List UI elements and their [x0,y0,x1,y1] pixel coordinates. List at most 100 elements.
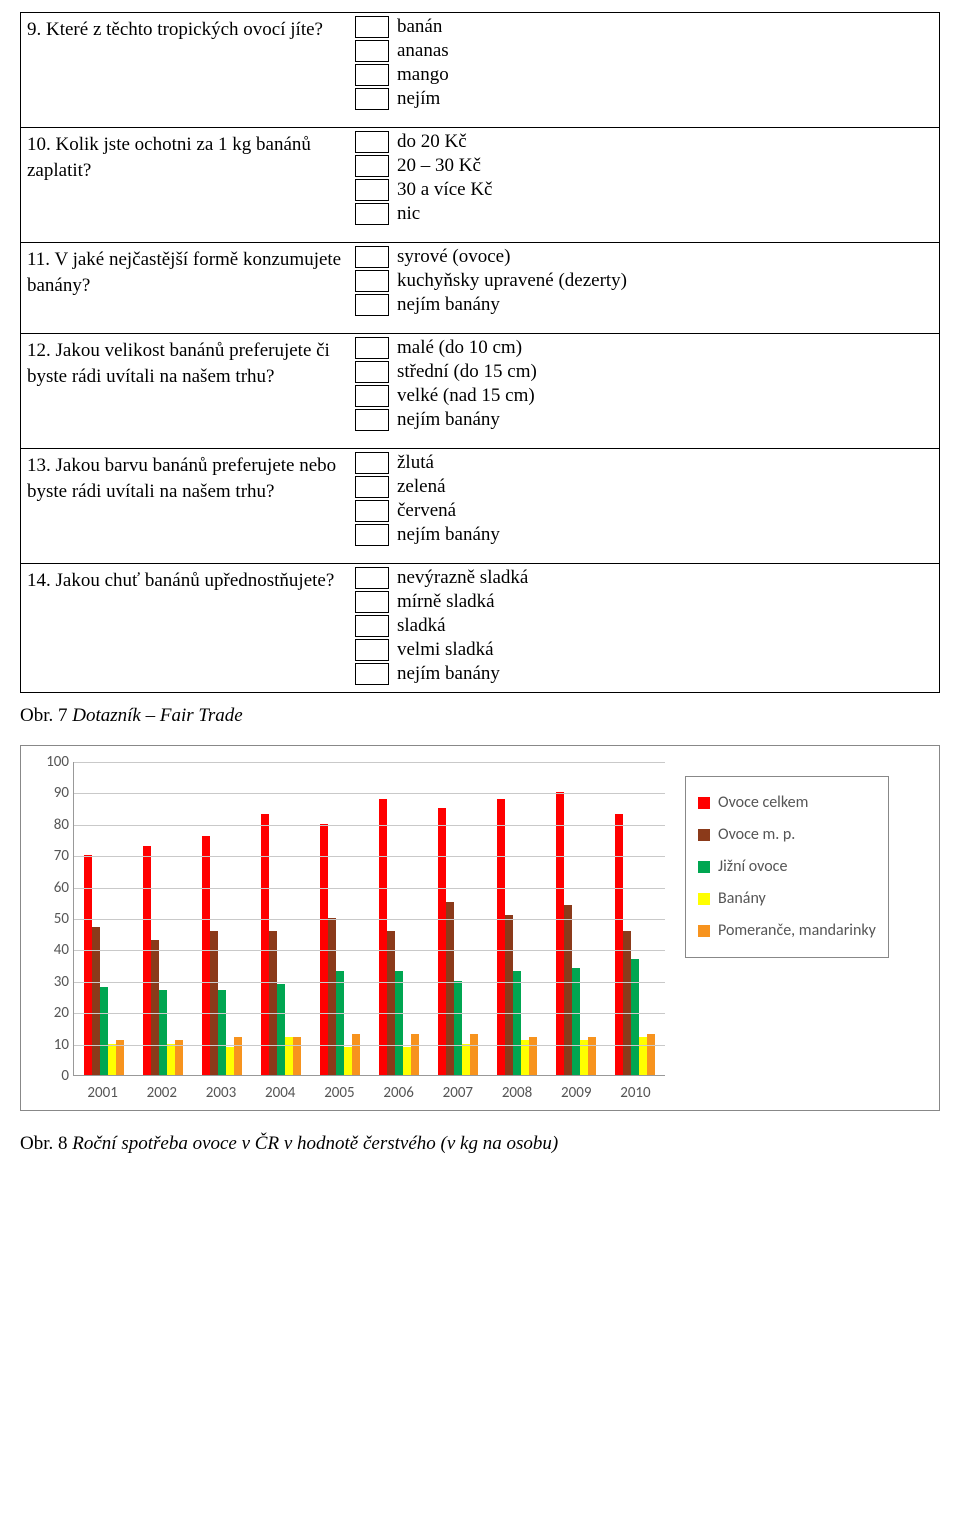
option-row: nevýrazně sladká [355,566,935,590]
checkbox[interactable] [355,567,389,589]
checkbox[interactable] [355,663,389,685]
legend-swatch [698,861,710,873]
x-axis-label: 2009 [547,1084,606,1102]
checkbox[interactable] [355,409,389,431]
option-label: nejím [397,88,440,110]
question-row: 12. Jakou velikost banánů preferujete či… [20,333,940,438]
caption-8-prefix: Obr. 8 [20,1133,72,1154]
option-row: nejím banány [355,408,935,432]
option-row: nejím banány [355,662,935,686]
checkbox[interactable] [355,64,389,86]
option-row: sladká [355,614,935,638]
bar [352,1034,360,1075]
checkbox[interactable] [355,270,389,292]
x-axis-label: 2006 [369,1084,428,1102]
bar [234,1037,242,1075]
checkbox[interactable] [355,294,389,316]
options-list: žlutázelenáčervenánejím banány [351,449,939,553]
legend-swatch [698,797,710,809]
checkbox[interactable] [355,476,389,498]
options-list: do 20 Kč20 – 30 Kč30 a více Kčnic [351,128,939,232]
checkbox[interactable] [355,361,389,383]
bar [151,940,159,1075]
bar [226,1047,234,1075]
bar [218,990,226,1075]
options-list: syrové (ovoce)kuchyňsky upravené (dezert… [351,243,939,323]
checkbox[interactable] [355,203,389,225]
checkbox[interactable] [355,131,389,153]
y-axis-label: 90 [31,784,69,802]
x-axis-label: 2007 [428,1084,487,1102]
option-label: sladká [397,615,446,637]
legend-swatch [698,925,710,937]
options-list: malé (do 10 cm)střední (do 15 cm)velké (… [351,334,939,438]
checkbox[interactable] [355,524,389,546]
checkbox[interactable] [355,337,389,359]
checkbox[interactable] [355,452,389,474]
bar [623,931,631,1075]
option-row: syrové (ovoce) [355,245,935,269]
bar [580,1040,588,1075]
legend-label: Banány [718,883,766,915]
legend-label: Ovoce m. p. [718,819,795,851]
bar [513,971,521,1075]
bar [210,931,218,1075]
option-label: žlutá [397,452,434,474]
checkbox[interactable] [355,40,389,62]
bar [277,984,285,1075]
x-axis-label: 2004 [251,1084,310,1102]
y-axis-label: 40 [31,941,69,959]
bar [261,814,269,1075]
option-row: velmi sladká [355,638,935,662]
bar [116,1040,124,1075]
bar [631,959,639,1075]
y-axis-label: 100 [31,753,69,771]
option-row: nejím [355,87,935,111]
bar [529,1037,537,1075]
checkbox[interactable] [355,500,389,522]
option-row: červená [355,499,935,523]
checkbox[interactable] [355,155,389,177]
checkbox[interactable] [355,385,389,407]
bar [556,792,564,1075]
option-label: kuchyňsky upravené (dezerty) [397,270,627,292]
bar [269,931,277,1075]
checkbox[interactable] [355,591,389,613]
y-axis-label: 50 [31,910,69,928]
option-row: banán [355,15,935,39]
x-axis-label: 2010 [606,1084,665,1102]
option-label: nejím banány [397,294,500,316]
checkbox[interactable] [355,88,389,110]
legend-label: Pomeranče, mandarinky [718,915,876,947]
x-axis-label: 2002 [132,1084,191,1102]
option-row: ananas [355,39,935,63]
checkbox[interactable] [355,179,389,201]
option-row: zelená [355,475,935,499]
option-label: mírně sladká [397,591,495,613]
y-axis-label: 20 [31,1004,69,1022]
option-row: velké (nad 15 cm) [355,384,935,408]
option-row: malé (do 10 cm) [355,336,935,360]
checkbox[interactable] [355,615,389,637]
options-list: nevýrazně sladkámírně sladkásladkávelmi … [351,564,939,692]
bar [411,1034,419,1075]
bar [615,814,623,1075]
bar [446,902,454,1075]
option-label: do 20 Kč [397,131,467,153]
checkbox[interactable] [355,246,389,268]
checkbox[interactable] [355,639,389,661]
y-axis-label: 60 [31,879,69,897]
bar [108,1044,116,1075]
option-row: nejím banány [355,523,935,547]
bar [647,1034,655,1075]
option-row: mírně sladká [355,590,935,614]
option-label: nejím banány [397,524,500,546]
option-label: nevýrazně sladká [397,567,528,589]
bar [336,971,344,1075]
question-text: 14. Jakou chuť banánů upřednostňujete? [21,564,351,598]
checkbox[interactable] [355,16,389,38]
option-label: zelená [397,476,446,498]
x-axis-label: 2005 [310,1084,369,1102]
bar [293,1037,301,1075]
y-axis-label: 80 [31,816,69,834]
